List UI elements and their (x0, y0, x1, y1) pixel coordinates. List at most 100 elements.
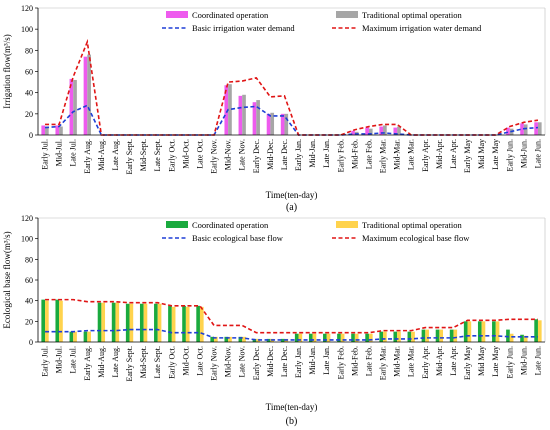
legend-entry: Coordinated operation (192, 220, 269, 230)
x-tick-label: Early Oct. (167, 139, 176, 172)
bar-coordinated (97, 302, 102, 342)
bar-coordinated (323, 333, 327, 342)
chart-panel-1: 0 20 40 60 80 100 120 Early Jul. Mid-Jul. Late Ju… (2, 4, 546, 213)
x-tick-label: Late Feb. (364, 139, 373, 169)
y-tick-label: 100 (21, 25, 33, 34)
x-tick-label: Early Jun. (505, 346, 514, 378)
bar-coordinated (154, 303, 158, 342)
x-tick-label: Late Jan. (322, 139, 331, 168)
x-tick-label: Mid-Mar. (393, 346, 402, 377)
y-tick-label: 80 (25, 255, 33, 264)
bar-coordinated (69, 331, 74, 342)
y-axis-title: Irrigation flow(m³/s) (2, 34, 12, 108)
bar-coordinated (534, 122, 538, 135)
x-tick-label: Late Apr. (449, 139, 458, 169)
bar-traditional (45, 300, 49, 342)
x-tick-label: Early Sept. (125, 139, 134, 175)
bar-traditional (143, 303, 148, 342)
x-tick-label: Late Jul. (69, 346, 78, 374)
bar-coordinated (125, 303, 130, 342)
legend-entry: Maximum ecological base flow (362, 233, 470, 243)
x-tick-label: Mid-Sept. (139, 346, 148, 378)
x-tick-label: Late Jun. (533, 346, 542, 375)
bar-traditional (87, 331, 91, 342)
legend-swatch (166, 11, 188, 18)
x-tick-label: Early May (463, 346, 472, 380)
x-tick-label: Mid-Sept. (139, 139, 148, 171)
bar-traditional (157, 303, 162, 342)
x-tick-label: Late Nov. (238, 139, 247, 170)
x-tick-label: Mid-Jul. (55, 139, 64, 166)
bar-coordinated (407, 331, 412, 342)
x-tick-label: Mid-Feb. (350, 139, 359, 169)
bar-traditional (199, 306, 204, 342)
y-tick-label: 0 (29, 131, 33, 140)
series-line-maximum (45, 298, 538, 334)
bar-traditional (481, 321, 486, 342)
x-tick-label: Mid-Nov. (224, 346, 233, 377)
bar-coordinated (506, 329, 510, 342)
bar-coordinated (492, 321, 496, 342)
x-tick-label: Mid-Oct. (181, 346, 190, 376)
bar-coordinated (463, 321, 468, 342)
x-tick-label: Early Jun. (505, 139, 514, 171)
y-tick-label: 40 (25, 297, 33, 306)
bar-traditional (411, 331, 415, 342)
bar-coordinated (224, 336, 229, 342)
bar-coordinated (365, 333, 369, 342)
bar-traditional (59, 126, 63, 135)
bar-coordinated (351, 333, 355, 342)
y-tick-label: 60 (25, 276, 33, 285)
y-tick-label: 100 (21, 235, 33, 244)
bar-traditional (115, 302, 120, 342)
bar-traditional (467, 321, 472, 342)
bar-traditional (425, 329, 429, 342)
bar-traditional (284, 113, 289, 135)
bar-traditional (129, 303, 134, 342)
x-tick-label: Early May (463, 139, 472, 173)
bar-traditional (354, 333, 359, 342)
x-tick-label: Late Mar. (407, 139, 416, 170)
x-tick-label: Early Jan. (294, 139, 303, 171)
bar-traditional (368, 333, 373, 342)
x-tick-label: Early Feb. (336, 346, 345, 379)
y-axis-title: Ecological base flow(m³/s) (2, 231, 12, 328)
x-tick-label: Late Feb. (364, 346, 373, 376)
bar-traditional (326, 333, 331, 342)
bar-traditional (242, 336, 246, 342)
bar-traditional (523, 335, 528, 342)
x-tick-label: Mid-Aug. (97, 139, 106, 171)
x-tick-label: Early Mar. (379, 346, 388, 380)
bar-traditional (228, 84, 232, 135)
x-tick-label: Mid-Oct. (181, 139, 190, 169)
bar-traditional (87, 54, 91, 135)
x-tick-label: Mid-Feb. (350, 346, 359, 376)
bar-traditional (298, 333, 303, 342)
x-axis-title: Time(ten-day) (266, 402, 318, 412)
x-tick-label: Early Aug. (83, 139, 92, 174)
x-tick-label: Late Jan. (322, 346, 331, 375)
legend-entry: Basic irrigation water demand (192, 23, 295, 33)
x-tick-label: Late Mar. (407, 346, 416, 377)
legend-swatch (166, 221, 188, 228)
bar-coordinated (41, 299, 46, 342)
bar-coordinated (266, 113, 271, 135)
bar-coordinated (168, 305, 172, 342)
x-tick-label: Mid-Apr. (435, 139, 444, 169)
panel-label: (a) (286, 202, 297, 213)
y-tick-label: 120 (21, 214, 33, 223)
x-axis-title: Time(ten-day) (266, 190, 318, 200)
bar-coordinated (238, 336, 243, 342)
legend-entry: Basic ecological base flow (192, 233, 284, 243)
bar-traditional (453, 329, 458, 342)
bar-coordinated (421, 329, 426, 342)
bar-coordinated (111, 302, 116, 342)
bar-coordinated (393, 331, 398, 342)
bar-coordinated (224, 85, 229, 135)
x-tick-label: Early Feb. (336, 139, 345, 172)
y-tick-label: 0 (29, 338, 33, 347)
x-tick-label: Mid-Jan. (308, 346, 317, 375)
x-tick-label: Mid-Apr. (435, 346, 444, 376)
bar-coordinated (520, 334, 524, 342)
x-tick-label: Mid-Dec. (266, 346, 275, 377)
